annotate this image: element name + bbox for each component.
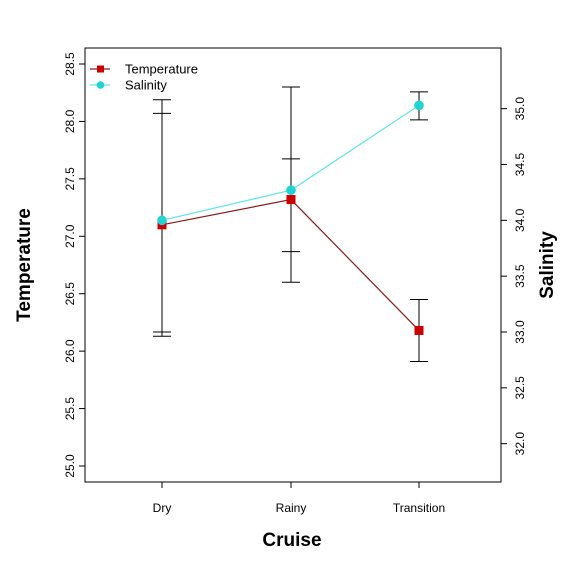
x-axis-title: Cruise [262, 530, 321, 551]
left-tick-label: 25.0 [63, 454, 77, 478]
left-tick-label: 26.0 [63, 339, 77, 363]
x-tick-label: Rainy [276, 501, 307, 515]
right-tick-label: 34.5 [513, 152, 527, 176]
legend-label-temperature: Temperature [125, 62, 198, 77]
y-axis-right-title: Salinity [537, 231, 558, 299]
left-y-axis: 25.0 25.5 26.0 26.5 27.0 27.5 28.0 28.5 [63, 52, 85, 478]
left-tick-label: 26.5 [63, 282, 77, 306]
left-tick-label: 27.0 [63, 224, 77, 248]
right-tick-label: 34.0 [513, 208, 527, 232]
plot-frame [84, 47, 502, 483]
x-tick-label: Dry [153, 501, 172, 515]
left-tick-label: 28.5 [63, 52, 77, 76]
x-tick-label: Transition [393, 501, 445, 515]
data-point-salinity [414, 100, 424, 111]
right-tick-label: 32.5 [513, 376, 527, 400]
left-tick-label: 25.5 [63, 397, 77, 421]
right-y-axis: 32.0 32.5 33.0 33.5 34.0 34.5 35.0 [501, 97, 527, 456]
right-tick-label: 33.5 [513, 264, 527, 288]
right-tick-label: 35.0 [513, 97, 527, 121]
series-layer [153, 86, 428, 362]
legend-label-salinity: Salinity [125, 78, 167, 93]
data-point-temperature [414, 325, 424, 335]
data-point-temperature [286, 195, 296, 205]
right-tick-label: 33.0 [513, 320, 527, 344]
legend-marker-temperature [97, 65, 104, 73]
data-point-salinity [286, 185, 296, 195]
y-axis-left-title: Temperature [14, 208, 35, 322]
x-axis: Dry Rainy Transition [153, 482, 445, 515]
legend-marker-salinity [96, 81, 105, 89]
left-tick-label: 28.0 [63, 109, 77, 133]
right-tick-label: 32.0 [513, 432, 527, 456]
data-point-salinity [157, 215, 167, 226]
left-tick-label: 27.5 [63, 167, 77, 191]
